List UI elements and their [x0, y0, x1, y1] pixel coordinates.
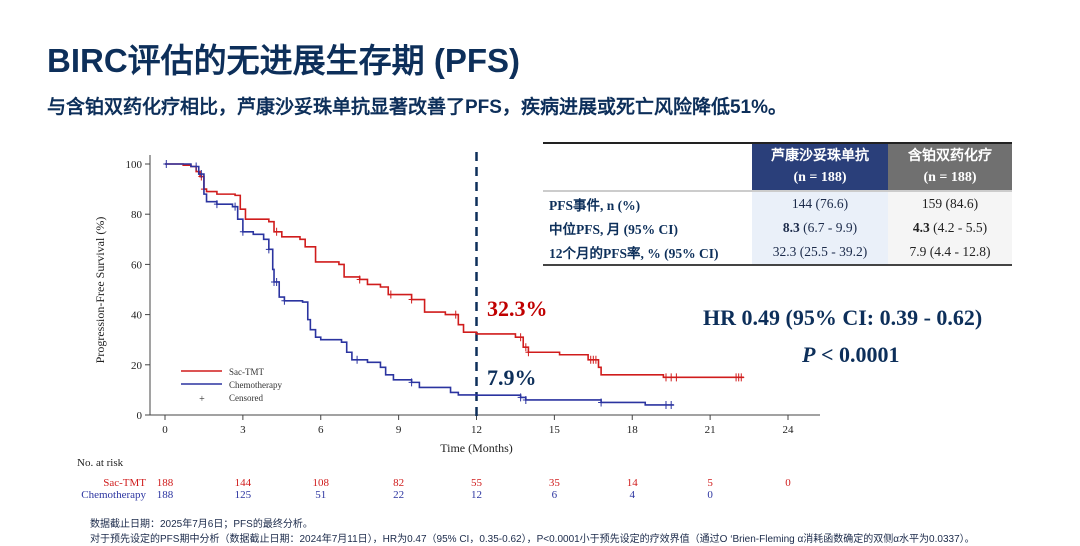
- at-risk-label: Chemotherapy: [81, 489, 146, 501]
- at-risk-count: 14: [626, 477, 638, 489]
- header-sac-tmt: 芦康沙妥珠单抗 (n = 188): [752, 143, 888, 191]
- y-tick-label: 60: [131, 259, 143, 271]
- cell: 7.9 (4.4 - 12.8): [888, 240, 1012, 265]
- cell: 159 (84.6): [888, 191, 1012, 216]
- cell: 32.3 (25.5 - 39.2): [752, 240, 888, 265]
- footnote: 数据截止日期：2025年7月6日；PFS的最终分析。: [90, 519, 313, 530]
- page-subtitle: 与含铂双药化疗相比，芦康沙妥珠单抗显著改善了PFS，疾病进展或死亡风险降低51%…: [47, 97, 787, 118]
- censor-mark: [525, 348, 532, 357]
- row-label: 中位PFS, 月 (95% CI): [549, 222, 678, 237]
- censor-mark: [452, 310, 459, 319]
- censor-mark: [281, 296, 288, 305]
- at-risk-label: Sac-TMT: [103, 477, 146, 489]
- x-axis-label: Time (Months): [440, 441, 513, 455]
- censor-mark: [408, 295, 415, 304]
- x-tick-label: 24: [783, 424, 795, 436]
- censor-mark: [517, 393, 524, 402]
- table-row: 中位PFS, 月 (95% CI) 8.3 (6.7 - 9.9) 4.3 (4…: [543, 216, 1012, 240]
- header-chemo: 含铂双药化疗 (n = 188): [888, 143, 1012, 191]
- x-tick-label: 6: [318, 424, 324, 436]
- censor-mark: [738, 373, 745, 382]
- legend-censor-icon: +: [199, 394, 205, 405]
- censor-mark: [198, 170, 205, 179]
- at-risk-count: 51: [315, 489, 327, 501]
- y-tick-label: 100: [126, 159, 143, 171]
- censor-mark: [408, 378, 415, 387]
- x-tick-label: 9: [396, 424, 402, 436]
- at-risk-count: 5: [707, 477, 713, 489]
- censor-mark: [213, 200, 220, 209]
- x-tick-label: 12: [471, 424, 482, 436]
- censor-mark: [668, 373, 675, 382]
- table-row: 12个月的PFS率, % (95% CI) 32.3 (25.5 - 39.2)…: [543, 240, 1012, 265]
- at-risk-count: 4: [629, 489, 636, 501]
- at-risk-count: 12: [471, 489, 482, 501]
- censor-mark: [517, 333, 524, 342]
- legend-label: Sac-TMT: [229, 367, 264, 377]
- row-label: 12个月的PFS率, % (95% CI): [549, 246, 719, 261]
- at-risk-count: 0: [785, 477, 791, 489]
- cell: 8.3 (6.7 - 9.9): [752, 216, 888, 240]
- cell: 144 (76.6): [752, 191, 888, 216]
- censor-mark: [273, 277, 280, 286]
- x-tick-label: 0: [162, 424, 168, 436]
- censor-mark: [662, 373, 669, 382]
- censor-mark: [673, 373, 680, 382]
- results-table: 芦康沙妥珠单抗 (n = 188) 含铂双药化疗 (n = 188) PFS事件, …: [543, 142, 1012, 266]
- legend-label: Chemotherapy: [229, 380, 282, 390]
- cell: 4.3 (4.2 - 5.5): [888, 216, 1012, 240]
- censor-mark: [592, 355, 599, 364]
- annotation-sac-tmt-12m: 32.3%: [487, 296, 548, 321]
- censor-mark: [387, 290, 394, 299]
- hazard-ratio: HR 0.49 (95% CI: 0.39 - 0.62): [703, 305, 983, 330]
- at-risk-count: 82: [393, 477, 405, 489]
- y-tick-label: 40: [131, 310, 143, 322]
- censor-mark: [662, 400, 669, 409]
- row-label: PFS事件, n (%): [549, 198, 641, 213]
- annotation-chemo-12m: 7.9%: [487, 365, 537, 390]
- y-tick-label: 0: [137, 410, 143, 422]
- at-risk-count: 6: [551, 489, 558, 501]
- at-risk-count: 55: [471, 477, 482, 489]
- censor-mark: [163, 160, 170, 168]
- censor-mark: [232, 202, 239, 211]
- y-axis-label: Progression-Free Survival (%): [93, 217, 107, 364]
- x-tick-label: 3: [240, 424, 246, 436]
- censor-mark: [598, 398, 605, 407]
- y-tick-label: 80: [131, 209, 143, 221]
- at-risk-count: 188: [156, 477, 174, 489]
- y-tick-label: 20: [131, 360, 143, 372]
- x-tick-label: 21: [705, 424, 716, 436]
- at-risk-title: No. at risk: [77, 457, 124, 469]
- censor-mark: [522, 343, 529, 352]
- at-risk-count: 0: [707, 489, 713, 501]
- censor-mark: [522, 395, 529, 404]
- censor-mark: [239, 227, 246, 236]
- at-risk-count: 125: [234, 489, 252, 501]
- censor-mark: [265, 245, 272, 254]
- legend-label: Censored: [229, 393, 263, 403]
- censor-mark: [668, 400, 675, 409]
- footnote: 对于预先设定的PFS期中分析（数据截止日期：2024年7月11日），HR为0.4…: [90, 534, 975, 545]
- at-risk-count: 22: [393, 489, 405, 501]
- page-title: BIRC评估的无进展生存期 (PFS): [47, 42, 520, 79]
- censor-mark: [273, 227, 280, 236]
- at-risk-count: 188: [156, 489, 174, 501]
- at-risk-count: 35: [548, 477, 560, 489]
- table-row: PFS事件, n (%) 144 (76.6) 159 (84.6): [543, 191, 1012, 216]
- censor-mark: [193, 162, 200, 171]
- p-value: P < 0.0001: [802, 342, 900, 367]
- table-header-row: 芦康沙妥珠单抗 (n = 188) 含铂双药化疗 (n = 188): [543, 143, 1012, 191]
- at-risk-count: 144: [234, 477, 252, 489]
- censor-mark: [354, 355, 361, 364]
- at-risk-count: 108: [312, 477, 330, 489]
- x-tick-label: 15: [549, 424, 561, 436]
- x-tick-label: 18: [627, 424, 639, 436]
- censor-mark: [356, 275, 363, 284]
